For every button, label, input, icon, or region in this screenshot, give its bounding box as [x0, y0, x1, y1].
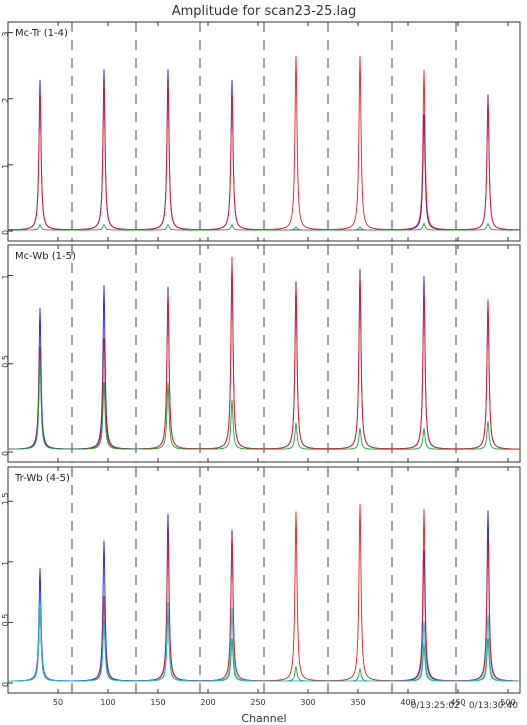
panels: 0 1 2 3 Mc-Tr (1-4) 0 0.5 1 Mc-Wb (1-5) 0 0.5 1 1.5 T…: [1, 21, 521, 694]
x-tick-label: 300: [300, 698, 315, 707]
y-tick-label: 0: [1, 230, 10, 235]
y-tick-label: 1: [1, 561, 10, 566]
x-tick-label: 450: [450, 698, 465, 707]
series-line-green: [8, 361, 520, 450]
x-tick-label: 250: [250, 698, 265, 707]
x-tick-label: 50: [53, 698, 63, 707]
series-line-green: [8, 222, 520, 231]
x-ticks: 50 100 150 200 250 300 350 400 450 500: [53, 698, 516, 707]
x-tick-label: 150: [150, 698, 165, 707]
panel: 0 0.5 1 1.5 Tr-Wb (4-5): [1, 466, 521, 694]
panel: 0 1 2 3 Mc-Tr (1-4): [1, 21, 521, 242]
y-tick-label: 0.5: [1, 614, 10, 627]
chart-title: Amplitude for scan23-25.lag: [172, 4, 357, 19]
x-axis-label: Channel: [241, 712, 286, 725]
y-tick-label: 1.5: [1, 493, 10, 506]
panel-label: Tr-Wb (4-5): [14, 473, 70, 484]
y-tick-label: 1: [1, 164, 10, 169]
series-line-red: [7, 55, 520, 231]
panel-label: Mc-Wb (1-5): [15, 251, 76, 262]
panel-label: Mc-Tr (1-4): [15, 28, 68, 39]
series-line-red: [7, 256, 520, 450]
y-tick-label: 3: [1, 32, 10, 37]
x-tick-label: 200: [200, 698, 215, 707]
y-tick-label: 0: [1, 682, 10, 687]
x-tick-label: 400: [400, 698, 415, 707]
y-tick-label: 0: [1, 451, 10, 456]
panel: 0 0.5 1 Mc-Wb (1-5): [1, 244, 521, 463]
y-tick-label: 0.5: [1, 355, 10, 368]
x-tick-label: 350: [350, 698, 365, 707]
y-tick-label: 2: [1, 98, 10, 103]
x-tick-label: 100: [100, 698, 115, 707]
x-tick-label: 500: [500, 698, 515, 707]
series-line-cyan: [8, 596, 520, 682]
time-range: 0/13:25:02 - 0/13:30:40: [411, 701, 519, 711]
y-tick-label: 1: [1, 274, 10, 279]
